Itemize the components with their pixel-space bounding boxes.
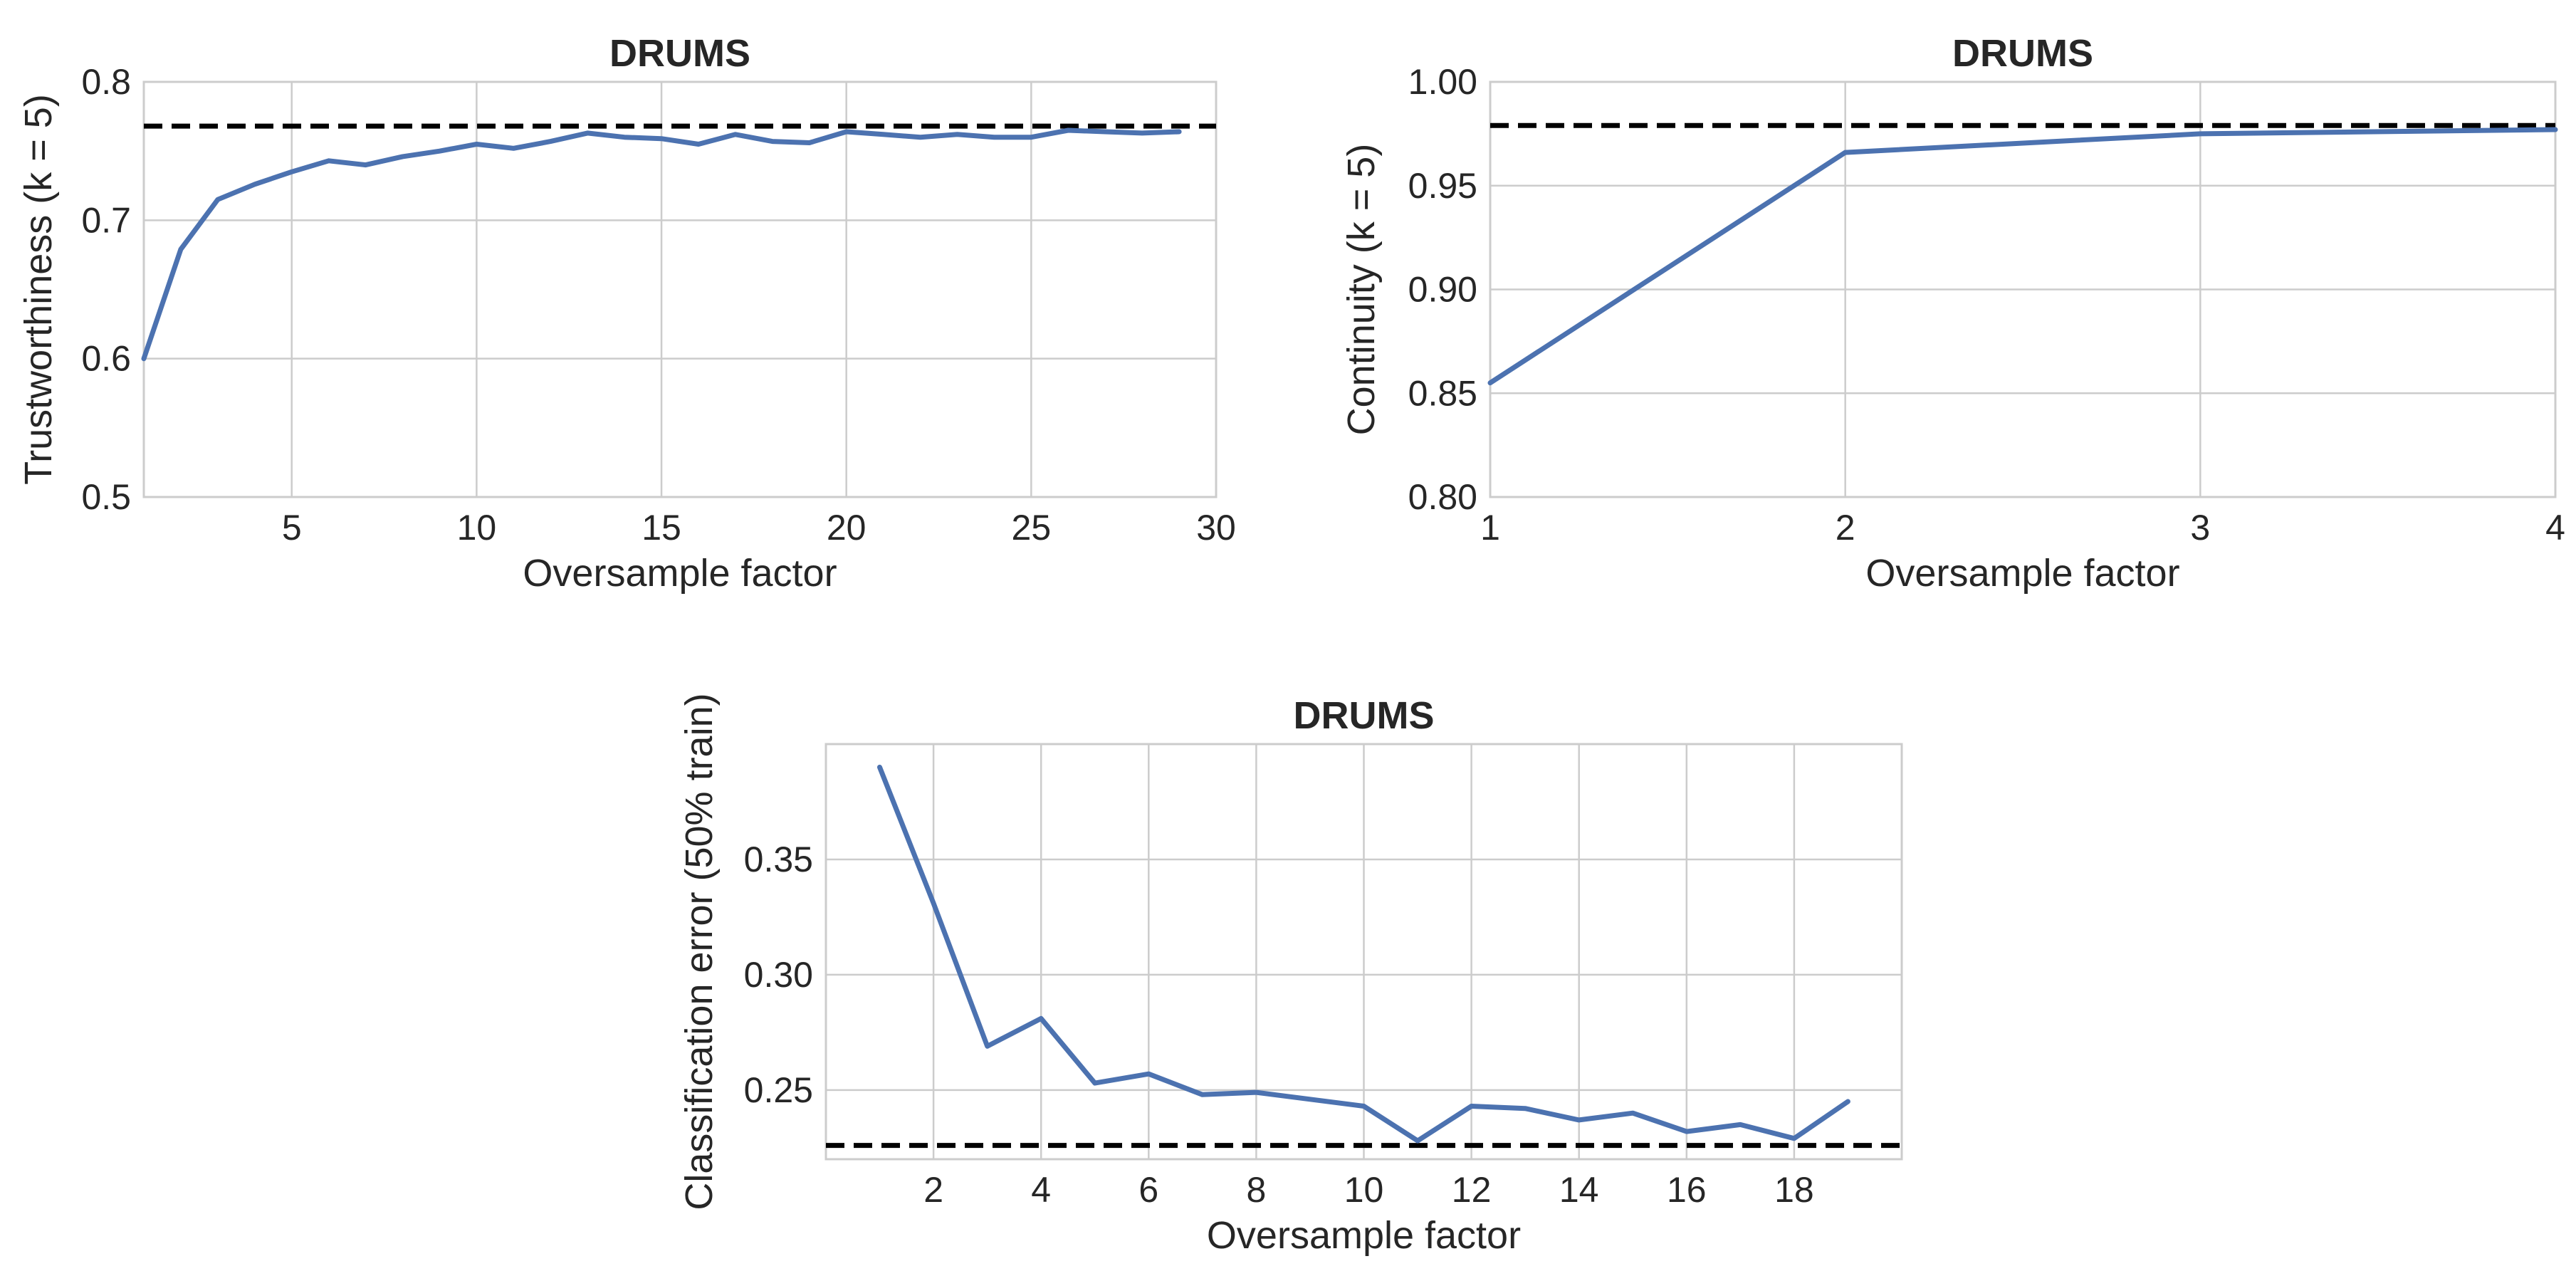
x-axis-label: Oversample factor (1865, 552, 2179, 595)
x-tick-label: 8 (1246, 1170, 1266, 1210)
x-tick-label: 5 (282, 508, 302, 548)
y-tick-label: 0.8 (81, 62, 131, 102)
x-tick-label: 3 (2190, 508, 2210, 548)
chart-title: DRUMS (1952, 32, 2093, 75)
x-tick-label: 25 (1012, 508, 1052, 548)
x-tick-label: 20 (827, 508, 866, 548)
y-tick-label: 1.00 (1408, 62, 1477, 102)
y-axis-label: Trustworthiness (k = 5) (17, 94, 60, 485)
x-tick-label: 1 (1480, 508, 1500, 548)
x-tick-label: 18 (1774, 1170, 1814, 1210)
x-axis-label: Oversample factor (1207, 1214, 1521, 1257)
x-tick-label: 10 (457, 508, 497, 548)
x-tick-label: 14 (1559, 1170, 1599, 1210)
y-tick-label: 0.90 (1408, 270, 1477, 310)
y-axis-label: Continuity (k = 5) (1340, 144, 1383, 436)
plot-frame (1489, 80, 2557, 498)
x-tick-label: 2 (1836, 508, 1855, 548)
y-tick-label: 0.80 (1408, 477, 1477, 517)
y-tick-label: 0.25 (744, 1070, 813, 1110)
x-axis-label: Oversample factor (523, 552, 837, 595)
x-tick-label: 12 (1452, 1170, 1492, 1210)
y-tick-label: 0.6 (81, 339, 131, 379)
x-tick-label: 4 (2545, 508, 2565, 548)
y-tick-label: 0.5 (81, 477, 131, 517)
chart-title: DRUMS (609, 32, 750, 75)
x-tick-label: 16 (1667, 1170, 1707, 1210)
y-tick-label: 0.85 (1408, 373, 1477, 413)
chart-title: DRUMS (1294, 694, 1435, 737)
x-tick-label: 2 (923, 1170, 943, 1210)
x-tick-label: 15 (642, 508, 681, 548)
y-tick-label: 0.7 (81, 200, 131, 240)
chart-err: 2 4 6 8 10 12 14 16 18 0.25 0.30 0.35 DRUMS Oversampl… (678, 693, 1903, 1257)
x-tick-label: 6 (1138, 1170, 1158, 1210)
x-tick-label: 10 (1344, 1170, 1384, 1210)
y-tick-label: 0.30 (744, 955, 813, 995)
plot-frame (142, 80, 1218, 498)
y-axis-label: Classification error (50% train) (678, 693, 721, 1210)
y-tick-label: 0.35 (744, 840, 813, 879)
plot-frame (824, 743, 1903, 1161)
x-tick-label: 4 (1031, 1170, 1051, 1210)
chart-cont: 1 2 3 4 0.80 0.85 0.90 0.95 1.00 DRUMS Oversample … (1340, 32, 2565, 595)
x-tick-label: 30 (1196, 508, 1236, 548)
chart-trust: 5 10 15 20 25 30 0.5 0.6 0.7 0.8 DRUMS Oversample f… (17, 32, 1236, 595)
y-tick-label: 0.95 (1408, 166, 1477, 206)
series-line (1487, 127, 2558, 386)
